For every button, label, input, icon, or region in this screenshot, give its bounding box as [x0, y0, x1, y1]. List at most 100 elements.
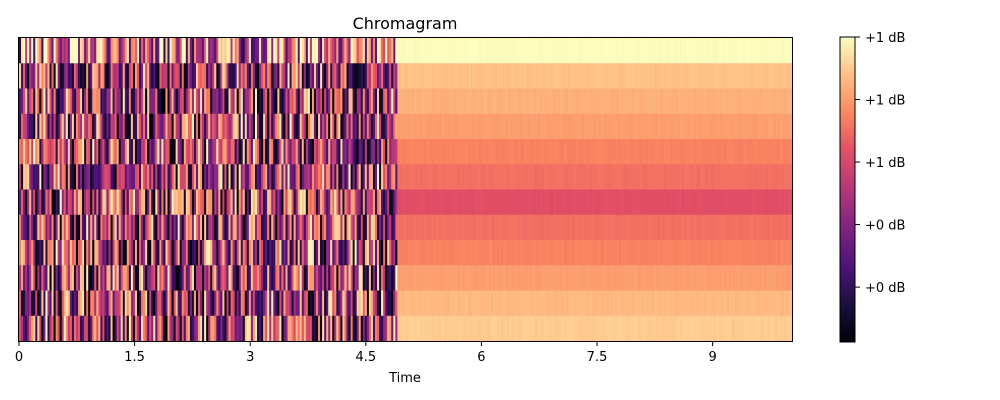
- heatmap-cell: [301, 290, 305, 317]
- heatmap-cell: [39, 214, 42, 241]
- heatmap-cell: [529, 113, 533, 140]
- heatmap-cell: [112, 265, 116, 292]
- heatmap-cell: [293, 189, 297, 216]
- heatmap-cell: [511, 290, 514, 317]
- heatmap-cell: [704, 189, 708, 216]
- heatmap-cell: [332, 265, 335, 292]
- heatmap-cell: [423, 164, 427, 191]
- heatmap-cell: [637, 164, 641, 191]
- heatmap-cell: [535, 164, 539, 191]
- heatmap-cell: [688, 88, 691, 115]
- heatmap-cell: [694, 63, 697, 90]
- heatmap-cell: [779, 315, 783, 342]
- heatmap-cell: [204, 88, 207, 115]
- heatmap-cell: [470, 38, 474, 64]
- heatmap-cell: [448, 315, 451, 342]
- heatmap-cell: [617, 290, 620, 317]
- heatmap-cell: [517, 63, 521, 90]
- heatmap-cell: [383, 164, 386, 191]
- heatmap-cell: [120, 38, 124, 64]
- heatmap-cell: [771, 63, 775, 90]
- heatmap-cell: [724, 38, 728, 64]
- heatmap-cell: [130, 164, 134, 191]
- heatmap-cell: [134, 315, 138, 342]
- heatmap-cell: [336, 214, 339, 241]
- heatmap-cell: [704, 113, 708, 140]
- heatmap-cell: [228, 214, 232, 241]
- heatmap-cell: [29, 240, 32, 266]
- heatmap-cell: [779, 189, 783, 216]
- heatmap-cell: [51, 214, 55, 241]
- heatmap-cell: [747, 38, 750, 64]
- heatmap-cell: [338, 38, 341, 64]
- heatmap-cell: [159, 240, 162, 266]
- heatmap-cell: [495, 38, 498, 64]
- heatmap-cell: [513, 290, 516, 317]
- heatmap-cell: [228, 63, 232, 90]
- heatmap-cell: [474, 88, 478, 115]
- heatmap-cell: [584, 139, 588, 165]
- heatmap-cell: [405, 265, 409, 292]
- heatmap-cell: [234, 164, 238, 191]
- heatmap-cell: [684, 189, 687, 216]
- heatmap-cell: [564, 113, 567, 140]
- heatmap-cell: [678, 265, 681, 292]
- heatmap-cell: [370, 189, 374, 216]
- heatmap-cell: [521, 139, 525, 165]
- heatmap-cell: [547, 38, 551, 64]
- heatmap-cell: [39, 290, 42, 317]
- heatmap-cell: [348, 214, 352, 241]
- heatmap-cell: [482, 38, 486, 64]
- heatmap-cell: [610, 139, 614, 165]
- heatmap-cell: [735, 113, 738, 140]
- heatmap-cell: [468, 164, 472, 191]
- heatmap-cell: [80, 63, 83, 90]
- heatmap-cell: [399, 164, 403, 191]
- colorbar-tick-label: +0 dB: [865, 219, 905, 234]
- heatmap-cell: [490, 139, 494, 165]
- heatmap-cell: [248, 113, 252, 140]
- heatmap-cell: [39, 63, 42, 90]
- heatmap-cell: [551, 164, 555, 191]
- heatmap-cell: [460, 290, 464, 317]
- heatmap-cell: [350, 240, 354, 266]
- heatmap-cell: [342, 240, 346, 266]
- heatmap-cell: [680, 38, 683, 64]
- heatmap-cell: [417, 214, 421, 241]
- heatmap-cell: [134, 113, 138, 140]
- heatmap-cell: [659, 240, 663, 266]
- heatmap-cell: [311, 214, 315, 241]
- heatmap-cell: [600, 189, 604, 216]
- heatmap-cell: [116, 113, 120, 140]
- heatmap-cell: [179, 240, 183, 266]
- heatmap-cell: [686, 265, 689, 292]
- heatmap-cell: [208, 38, 211, 64]
- heatmap-cell: [187, 290, 191, 317]
- heatmap-cell: [468, 265, 472, 292]
- heatmap-cell: [126, 63, 130, 90]
- heatmap-cell: [710, 315, 714, 342]
- heatmap-cell: [246, 240, 250, 266]
- heatmap-cell: [641, 290, 645, 317]
- heatmap-cell: [631, 63, 634, 90]
- heatmap-cell: [257, 88, 260, 115]
- heatmap-cell: [671, 265, 675, 292]
- heatmap-cell: [285, 290, 289, 317]
- heatmap-cell: [354, 315, 358, 342]
- heatmap-cell: [429, 63, 433, 90]
- heatmap-cell: [263, 113, 266, 140]
- heatmap-cell: [442, 265, 445, 292]
- heatmap-cell: [474, 290, 478, 317]
- heatmap-cell: [730, 290, 734, 317]
- heatmap-cell: [49, 315, 53, 342]
- heatmap-cell: [399, 315, 403, 342]
- heatmap-cell: [612, 88, 616, 115]
- heatmap-cell: [604, 164, 608, 191]
- heatmap-cell: [556, 240, 559, 266]
- heatmap-cell: [399, 240, 403, 266]
- heatmap-cell: [80, 38, 83, 64]
- heatmap-cell: [495, 63, 498, 90]
- heatmap-cell: [214, 63, 217, 90]
- heatmap-cell: [460, 63, 464, 90]
- heatmap-cell: [289, 290, 293, 317]
